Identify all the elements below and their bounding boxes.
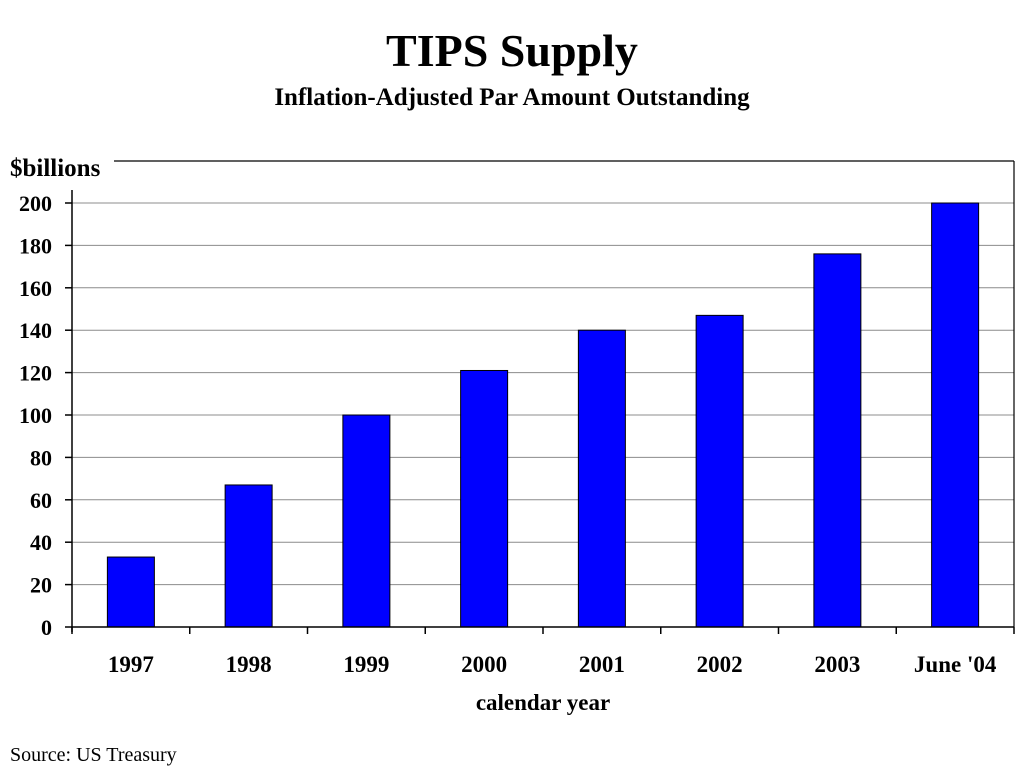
source-note: Source: US Treasury bbox=[10, 744, 177, 766]
x-tick-label-1997: 1997 bbox=[108, 652, 154, 677]
y-tick-label-100: 100 bbox=[19, 403, 52, 428]
chart-title: TIPS Supply bbox=[386, 25, 638, 76]
x-tick-label-2000: 2000 bbox=[461, 652, 507, 677]
bar-2000 bbox=[460, 369, 509, 628]
bar-1998 bbox=[224, 484, 273, 628]
x-tick-label-2001: 2001 bbox=[579, 652, 625, 677]
y-tick-label-60: 60 bbox=[30, 488, 52, 513]
x-tick-label-june-04: June '04 bbox=[914, 652, 997, 677]
y-tick-label-180: 180 bbox=[19, 233, 52, 258]
chart-subtitle: Inflation-Adjusted Par Amount Outstandin… bbox=[274, 84, 750, 111]
y-tick-labels: 0 20 40 60 80 100 120 140 160 180 200 bbox=[19, 191, 52, 640]
x-tick-label-2002: 2002 bbox=[697, 652, 743, 677]
bar-2003 bbox=[813, 253, 862, 628]
x-tick-labels: 1997 1998 1999 2000 2001 2002 2003 June '04 bbox=[108, 652, 997, 677]
x-axis-label: calendar year bbox=[476, 690, 610, 715]
bar-2002 bbox=[695, 314, 744, 628]
bars bbox=[106, 202, 980, 628]
y-tick-label-200: 200 bbox=[19, 191, 52, 216]
y-tick-label-0: 0 bbox=[41, 615, 52, 640]
bar-1999 bbox=[342, 414, 391, 628]
bar-2001 bbox=[577, 329, 626, 628]
x-tick-label-2003: 2003 bbox=[814, 652, 860, 677]
bar-june-04 bbox=[931, 202, 980, 628]
y-tick-label-140: 140 bbox=[19, 318, 52, 343]
axes bbox=[65, 190, 1015, 634]
x-tick-label-1998: 1998 bbox=[226, 652, 272, 677]
x-tick-label-1999: 1999 bbox=[343, 652, 389, 677]
gridlines bbox=[72, 202, 1014, 586]
y-tick-label-20: 20 bbox=[30, 573, 52, 598]
y-tick-label-120: 120 bbox=[19, 361, 52, 386]
y-tick-label-160: 160 bbox=[19, 276, 52, 301]
y-axis-label: $billions bbox=[10, 155, 101, 182]
plot-frame bbox=[114, 160, 1015, 627]
bar-1997 bbox=[106, 556, 155, 628]
y-tick-label-80: 80 bbox=[30, 445, 52, 470]
y-tick-label-40: 40 bbox=[30, 530, 52, 555]
